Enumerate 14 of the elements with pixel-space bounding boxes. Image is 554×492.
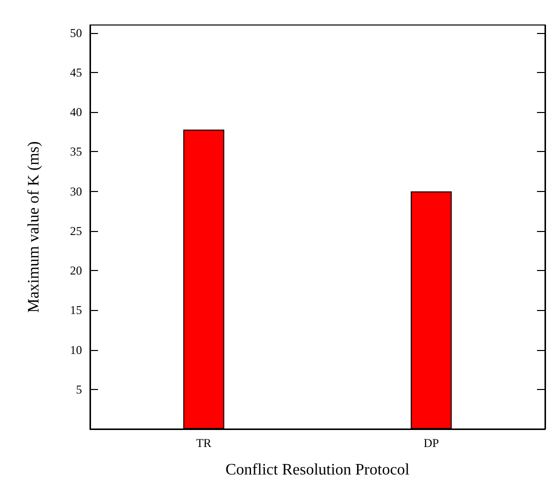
y-tick-label: 5 bbox=[76, 382, 82, 396]
y-tick-label: 20 bbox=[70, 264, 82, 278]
y-tick-label: 30 bbox=[70, 184, 82, 198]
x-tick-label: TR bbox=[196, 436, 212, 450]
x-tick-label: DP bbox=[424, 436, 440, 450]
y-tick-label: 10 bbox=[70, 342, 82, 357]
y-tick-label: 35 bbox=[70, 144, 82, 159]
y-axis-title: Maximum value of K (ms) bbox=[26, 141, 42, 313]
y-tick-label: 40 bbox=[70, 105, 82, 120]
y-tick-label: 15 bbox=[70, 303, 82, 318]
x-axis-title: Conflict Resolution Protocol bbox=[226, 462, 410, 478]
y-tick-label: 50 bbox=[70, 26, 82, 40]
y-tick-label: 25 bbox=[70, 224, 82, 238]
y-tick-label: 45 bbox=[70, 66, 82, 80]
